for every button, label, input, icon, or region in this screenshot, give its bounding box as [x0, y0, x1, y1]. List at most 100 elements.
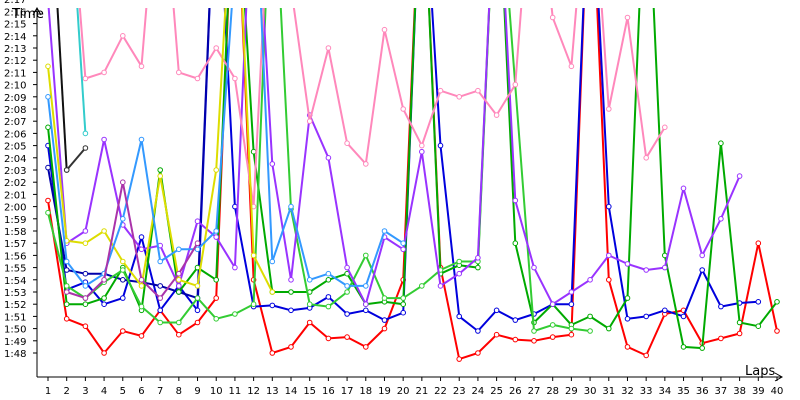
- data-point: [213, 316, 219, 322]
- series-line: [56, 8, 68, 171]
- data-point: [157, 167, 163, 173]
- data-point: [606, 106, 612, 112]
- series-10: [76, 8, 89, 137]
- data-point: [774, 328, 780, 334]
- data-point: [194, 240, 201, 246]
- x-tick-label: 2: [64, 386, 70, 397]
- data-point: [363, 252, 369, 259]
- data-point: [232, 264, 238, 271]
- data-point: [643, 267, 650, 273]
- data-point: [82, 130, 89, 137]
- data-point: [699, 267, 706, 273]
- data-point: [82, 270, 89, 277]
- x-tick-label: 14: [285, 386, 298, 397]
- data-point: [120, 258, 126, 265]
- x-tick-label: 12: [247, 386, 260, 397]
- data-point: [456, 258, 463, 265]
- data-point: [194, 307, 201, 314]
- data-point: [381, 26, 388, 33]
- data-point: [138, 303, 145, 310]
- data-point: [643, 352, 650, 359]
- data-point: [755, 240, 762, 246]
- data-point: [624, 14, 631, 21]
- data-point: [288, 277, 294, 283]
- x-tick-label: 23: [453, 386, 466, 397]
- series-line: [47, 8, 741, 306]
- data-point: [138, 246, 145, 253]
- data-point: [400, 301, 407, 308]
- data-point: [101, 350, 107, 356]
- data-point: [606, 252, 612, 259]
- data-point: [250, 252, 257, 259]
- y-tick-label: 2:01: [4, 190, 26, 201]
- x-tick-label: 26: [509, 386, 522, 397]
- series-6: [47, 8, 743, 308]
- x-tick-label: 34: [658, 386, 671, 397]
- data-point: [381, 317, 388, 323]
- series-8: [45, 8, 276, 295]
- data-point: [157, 283, 163, 289]
- data-point: [400, 309, 407, 316]
- data-point: [176, 277, 182, 283]
- x-tick-label: 15: [303, 386, 316, 397]
- data-point: [344, 289, 350, 295]
- data-point: [82, 295, 89, 301]
- data-point: [213, 167, 219, 173]
- data-point: [680, 313, 687, 320]
- data-point: [344, 283, 350, 289]
- data-point: [176, 289, 182, 295]
- data-point: [475, 264, 481, 271]
- x-tick-label: 21: [415, 386, 428, 397]
- data-point: [419, 283, 425, 289]
- y-tick-label: 1:59: [4, 215, 26, 226]
- data-point: [512, 197, 519, 204]
- y-tick-label: 2:17: [4, 0, 26, 6]
- data-point: [475, 87, 481, 94]
- y-tick-label: 2:11: [4, 68, 26, 79]
- data-point: [45, 164, 51, 171]
- data-point: [138, 234, 145, 240]
- x-tick-label: 3: [82, 386, 88, 397]
- data-point: [176, 319, 182, 326]
- y-tick-label: 2:03: [4, 166, 26, 177]
- data-point: [400, 246, 407, 253]
- data-point: [344, 311, 350, 317]
- data-point: [82, 323, 89, 330]
- data-point: [269, 289, 276, 295]
- data-point: [437, 283, 444, 289]
- x-tick-label: 31: [602, 386, 615, 397]
- series-layer: [45, 8, 780, 362]
- data-point: [606, 203, 612, 210]
- data-point: [512, 317, 519, 323]
- data-point: [606, 277, 612, 283]
- x-tick-label: 35: [677, 386, 690, 397]
- data-point: [138, 136, 145, 143]
- data-point: [157, 258, 163, 265]
- data-point: [624, 261, 631, 267]
- data-point: [213, 234, 219, 240]
- x-tick-label: 5: [120, 386, 126, 397]
- data-point: [232, 75, 238, 82]
- data-point: [531, 328, 537, 334]
- data-point: [45, 63, 51, 70]
- data-point: [120, 277, 126, 283]
- data-point: [344, 334, 350, 340]
- data-point: [400, 106, 407, 112]
- x-tick-label: 24: [472, 386, 485, 397]
- y-tick-label: 1:51: [4, 312, 26, 323]
- series-line: [47, 8, 211, 300]
- y-tick-label: 1:58: [4, 227, 26, 238]
- data-point: [120, 267, 126, 273]
- data-point: [456, 313, 463, 320]
- y-tick-label: 1:54: [4, 276, 26, 287]
- data-point: [718, 140, 724, 146]
- y-tick-label: 1:57: [4, 239, 26, 250]
- data-point: [63, 316, 70, 322]
- x-tick-label: 9: [194, 386, 200, 397]
- data-point: [63, 258, 70, 265]
- data-point: [680, 185, 687, 192]
- data-point: [82, 301, 89, 308]
- x-tick-label: 18: [359, 386, 372, 397]
- y-tick-label: 1:53: [4, 288, 26, 299]
